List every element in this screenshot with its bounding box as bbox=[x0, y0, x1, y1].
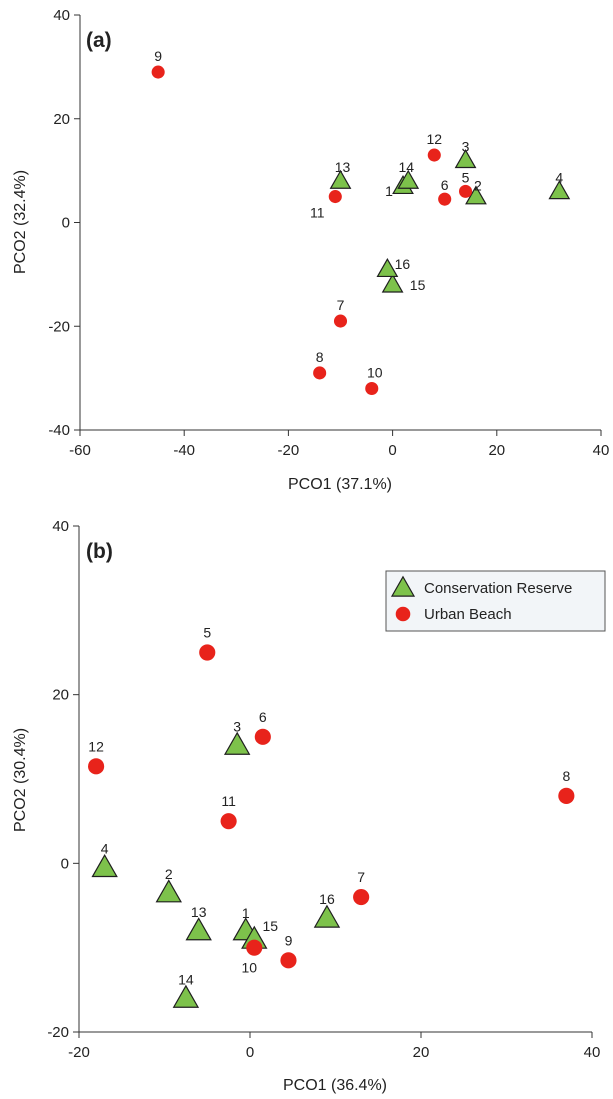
y-tick-label: -20 bbox=[48, 318, 70, 335]
point-label: 4 bbox=[101, 841, 109, 857]
point-label: 5 bbox=[462, 169, 470, 185]
y-tick-label: 20 bbox=[53, 111, 70, 128]
point-label: 16 bbox=[395, 256, 411, 272]
conservation-reserve-point-4 bbox=[548, 180, 571, 200]
point-label: 2 bbox=[474, 178, 482, 194]
conservation-reserve-point-14 bbox=[172, 984, 200, 1008]
point-label: 7 bbox=[337, 297, 345, 313]
point-label: 8 bbox=[562, 768, 570, 784]
y-tick-label: 40 bbox=[53, 7, 70, 24]
urban-beach-point-6 bbox=[254, 728, 271, 745]
point-label: 8 bbox=[316, 349, 324, 365]
point-label: 15 bbox=[410, 277, 426, 293]
x-tick-label: -40 bbox=[173, 442, 195, 459]
point-label: 11 bbox=[221, 793, 236, 809]
point-label: 10 bbox=[241, 960, 257, 976]
conservation-reserve-point-13 bbox=[185, 917, 212, 941]
point-label: 13 bbox=[191, 904, 207, 920]
panel-b: -20 0 20 40 -20 0 20 40 PCO1 (36.4%) PCO2 (30.4%)… bbox=[12, 518, 606, 1094]
point-label: 13 bbox=[335, 159, 351, 175]
y-tick-label: 0 bbox=[62, 215, 70, 232]
legend-entry-label: Conservation Reserve bbox=[424, 580, 572, 597]
x-tick-label: 0 bbox=[388, 442, 396, 459]
y-tick-label: -40 bbox=[48, 422, 70, 439]
point-label: 3 bbox=[233, 718, 241, 734]
x-tick-label: 20 bbox=[488, 442, 505, 459]
urban-beach-point-11 bbox=[328, 190, 342, 204]
panel-label: (a) bbox=[86, 29, 112, 52]
legend: Conservation Reserve Urban Beach bbox=[385, 570, 606, 632]
point-label: 7 bbox=[357, 869, 365, 885]
point-label: 1 bbox=[242, 905, 250, 921]
point-label: 6 bbox=[441, 177, 449, 193]
point-label: 15 bbox=[262, 918, 278, 934]
y-tick-label: -20 bbox=[47, 1024, 69, 1041]
x-tick-label: 0 bbox=[246, 1044, 254, 1061]
urban-beach-point-11 bbox=[220, 813, 237, 830]
urban-beach-point-8 bbox=[313, 366, 327, 380]
point-label: 14 bbox=[398, 159, 414, 175]
urban-beach-point-5 bbox=[459, 184, 473, 198]
x-tick-label: 40 bbox=[584, 1044, 601, 1061]
urban-beach-point-12 bbox=[88, 758, 105, 775]
urban-beach-point-12 bbox=[427, 148, 441, 162]
conservation-reserve-point-4 bbox=[91, 853, 118, 878]
point-label: 9 bbox=[285, 932, 293, 948]
point-label: 11 bbox=[310, 205, 325, 221]
x-axis-title: PCO1 (36.4%) bbox=[283, 1077, 387, 1094]
y-axis-title: PCO2 (32.4%) bbox=[12, 170, 29, 274]
legend-marker-conservation-reserve bbox=[390, 575, 416, 597]
panel-a: -40 -20 0 20 40 -60 -40 -20 0 20 40 PCO1 (37.1%) PCO… bbox=[12, 7, 609, 493]
conservation-reserve-point-15 bbox=[381, 273, 404, 293]
x-axis-title: PCO1 (37.1%) bbox=[288, 476, 392, 493]
point-label: 4 bbox=[555, 169, 563, 185]
conservation-reserve-point-14 bbox=[397, 169, 420, 189]
x-tick-label: 20 bbox=[413, 1044, 430, 1061]
point-label: 2 bbox=[165, 866, 173, 882]
panel-label: (b) bbox=[86, 540, 113, 563]
urban-beach-point-9 bbox=[151, 65, 165, 79]
point-label: 16 bbox=[319, 891, 335, 907]
conservation-reserve-point-2 bbox=[155, 879, 182, 903]
x-tick-label: -60 bbox=[69, 442, 91, 459]
x-tick-label: -20 bbox=[68, 1044, 90, 1061]
legend-entry-label: Urban Beach bbox=[424, 606, 512, 623]
x-tick-label: 40 bbox=[593, 442, 610, 459]
conservation-reserve-point-3 bbox=[223, 731, 251, 755]
point-label: 3 bbox=[462, 138, 470, 154]
point-label: 14 bbox=[178, 971, 194, 987]
urban-beach-point-9 bbox=[280, 952, 297, 969]
conservation-reserve-point-16 bbox=[376, 257, 399, 278]
urban-beach-point-8 bbox=[558, 787, 575, 804]
conservation-reserve-point-3 bbox=[454, 149, 477, 169]
conservation-reserve-point-16 bbox=[313, 904, 341, 928]
point-label: 12 bbox=[426, 131, 442, 147]
y-axis-title: PCO2 (30.4%) bbox=[12, 728, 29, 832]
point-label: 6 bbox=[259, 709, 267, 725]
urban-beach-point-10 bbox=[246, 939, 263, 956]
point-label: 1 bbox=[385, 183, 393, 199]
x-tick-label: -20 bbox=[278, 442, 300, 459]
legend-marker-urban-beach bbox=[395, 606, 411, 622]
urban-beach-point-7 bbox=[333, 314, 348, 328]
point-label: 9 bbox=[154, 48, 162, 64]
y-tick-label: 20 bbox=[52, 687, 69, 704]
legend-box bbox=[385, 570, 606, 632]
urban-beach-point-10 bbox=[365, 381, 379, 396]
y-tick-label: 0 bbox=[61, 855, 69, 872]
y-tick-label: 40 bbox=[52, 518, 69, 535]
point-label: 12 bbox=[88, 738, 104, 754]
conservation-reserve-point-2 bbox=[465, 185, 487, 205]
conservation-reserve-point-13 bbox=[329, 169, 352, 189]
urban-beach-point-7 bbox=[353, 888, 370, 906]
urban-beach-point-5 bbox=[199, 644, 216, 661]
point-label: 5 bbox=[203, 625, 211, 641]
urban-beach-point-6 bbox=[438, 192, 452, 206]
point-label: 10 bbox=[367, 365, 383, 381]
